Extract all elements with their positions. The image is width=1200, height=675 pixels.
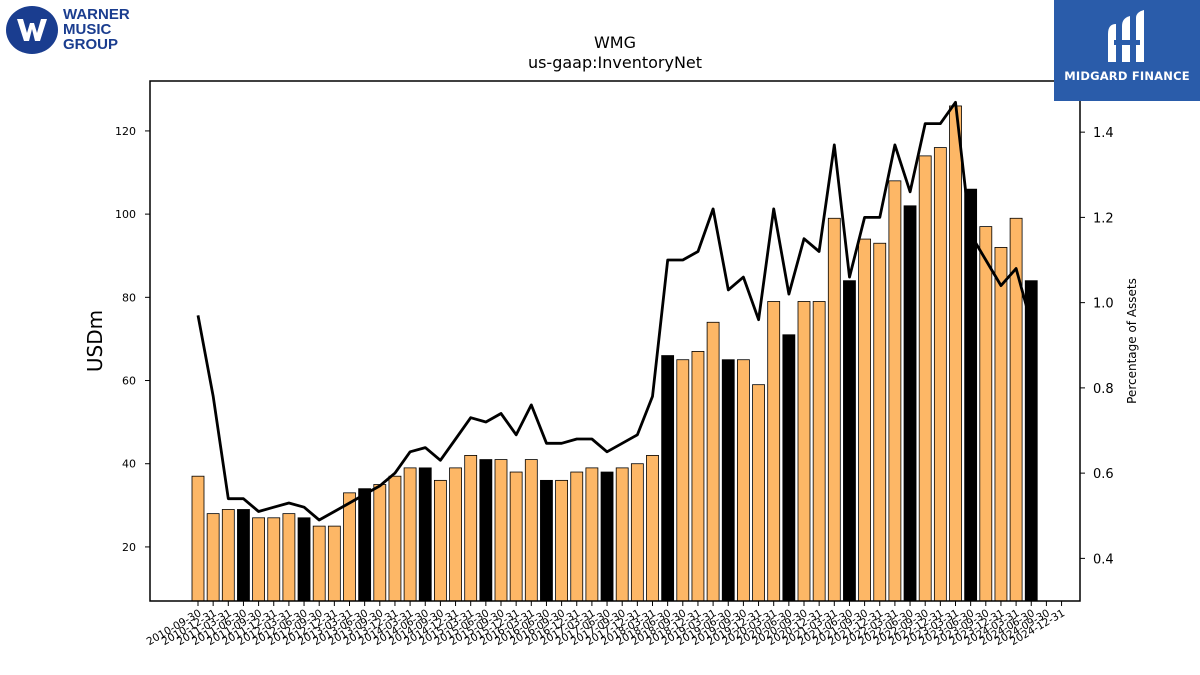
bar bbox=[600, 471, 614, 602]
x-ticks-group: 2010-09-302010-12-312011-03-312011-06-30… bbox=[145, 601, 1067, 648]
y-tick-label: 20 bbox=[122, 541, 136, 554]
bar bbox=[540, 479, 553, 602]
bar bbox=[449, 467, 462, 602]
y2-ticks-group: 0.4 0.6 0.8 1.0 1.2 1.4 bbox=[1080, 126, 1114, 567]
midgard-emblem-icon bbox=[1108, 10, 1144, 62]
y2-tick-label: 0.8 bbox=[1093, 382, 1114, 397]
bar bbox=[888, 180, 902, 602]
bar bbox=[282, 513, 296, 602]
midgard-logo-text: MIDGARD FINANCE bbox=[1064, 69, 1190, 83]
bar bbox=[464, 454, 478, 602]
y2-tick-label: 0.6 bbox=[1093, 467, 1114, 482]
bar bbox=[373, 484, 387, 602]
bar bbox=[615, 467, 629, 602]
y-tick-label: 120 bbox=[115, 125, 136, 138]
bar bbox=[767, 301, 781, 602]
bar bbox=[858, 238, 871, 602]
chart-title: WMG bbox=[594, 33, 636, 52]
bar bbox=[630, 463, 644, 602]
y2-tick-label: 1.2 bbox=[1093, 211, 1114, 226]
bar bbox=[267, 517, 281, 602]
bar bbox=[964, 188, 978, 602]
bar bbox=[994, 246, 1008, 602]
bar bbox=[312, 525, 326, 602]
bar bbox=[585, 467, 599, 602]
bar bbox=[706, 321, 720, 602]
chart-subtitle: us-gaap:InventoryNet bbox=[528, 53, 702, 72]
bar bbox=[479, 459, 493, 602]
bar bbox=[752, 384, 765, 602]
bar bbox=[918, 155, 932, 602]
bar bbox=[297, 517, 311, 602]
bar bbox=[327, 525, 341, 602]
y2-tick-label: 0.4 bbox=[1093, 552, 1114, 567]
bar bbox=[358, 488, 372, 602]
bar bbox=[676, 359, 690, 602]
bar bbox=[191, 475, 205, 602]
bar bbox=[812, 301, 826, 602]
y-ticks-group: 20 40 60 80 100 120 bbox=[115, 125, 150, 554]
bar bbox=[388, 475, 402, 602]
bars-group bbox=[191, 105, 1038, 602]
bar bbox=[343, 492, 356, 602]
bar bbox=[797, 301, 811, 602]
bar bbox=[873, 242, 887, 602]
line-layer bbox=[196, 100, 1033, 522]
bar bbox=[433, 479, 447, 602]
wmg-emblem-icon bbox=[6, 6, 58, 54]
bar bbox=[570, 471, 584, 602]
plot-frame bbox=[149, 80, 1081, 602]
bar bbox=[206, 513, 220, 602]
bar bbox=[252, 517, 266, 602]
bar bbox=[903, 205, 917, 602]
bar bbox=[782, 334, 796, 602]
bar bbox=[661, 355, 675, 602]
bar bbox=[843, 280, 856, 602]
bar bbox=[1009, 217, 1023, 602]
bar bbox=[691, 350, 705, 602]
y-tick-label: 60 bbox=[122, 375, 136, 388]
wmg-logo-text: WARNER MUSIC GROUP bbox=[63, 6, 130, 53]
bar bbox=[737, 359, 750, 602]
bar bbox=[1024, 280, 1038, 602]
bar bbox=[221, 509, 235, 602]
bar bbox=[494, 459, 508, 602]
y-axis-label: USDm bbox=[83, 310, 107, 372]
bar bbox=[403, 467, 417, 602]
bar bbox=[949, 105, 962, 602]
bar bbox=[933, 147, 947, 602]
midgard-finance-logo: MIDGARD FINANCE bbox=[1054, 0, 1200, 101]
bar bbox=[646, 454, 659, 602]
bar bbox=[524, 459, 538, 602]
y2-tick-label: 1.4 bbox=[1093, 126, 1114, 141]
warner-music-group-logo: WARNER MUSIC GROUP bbox=[5, 5, 145, 55]
pct-assets-line bbox=[196, 100, 1033, 522]
y-tick-label: 100 bbox=[115, 208, 136, 221]
bar bbox=[827, 217, 841, 602]
bar bbox=[721, 359, 735, 602]
bar bbox=[237, 509, 250, 602]
y-tick-label: 40 bbox=[122, 458, 136, 471]
bar bbox=[555, 479, 568, 602]
y2-axis-label: Percentage of Assets bbox=[1125, 278, 1139, 404]
bar bbox=[418, 467, 432, 602]
bar bbox=[979, 226, 993, 602]
y2-tick-label: 1.0 bbox=[1093, 297, 1114, 312]
y-tick-label: 80 bbox=[122, 291, 136, 304]
bar bbox=[509, 471, 523, 602]
